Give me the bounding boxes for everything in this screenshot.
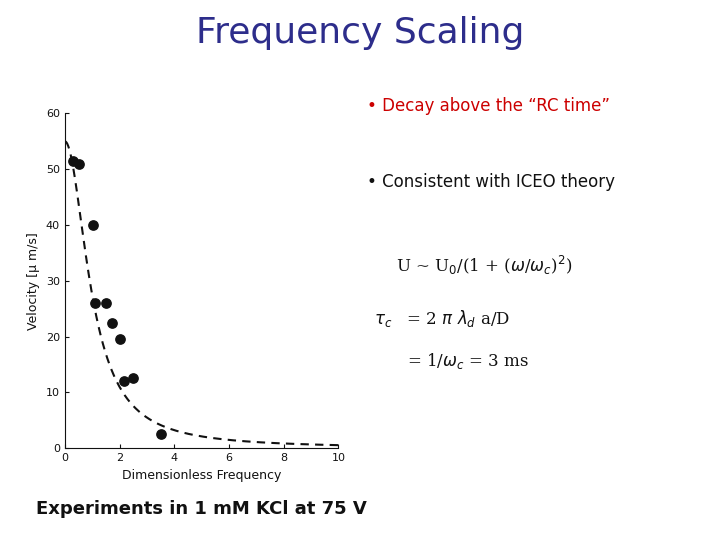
Text: • Decay above the “RC time”: • Decay above the “RC time” (367, 97, 611, 115)
Point (106, 318, 117, 327)
Point (127, 374, 138, 383)
Text: Experiments in 1 mM KCl at 75 V: Experiments in 1 mM KCl at 75 V (36, 501, 366, 518)
Point (67, 157, 78, 165)
Text: = 1/$\omega_c$ = 3 ms: = 1/$\omega_c$ = 3 ms (407, 351, 528, 371)
Text: U ~ U$_0$/(1 + ($\omega$/$\omega_c$)$^2$): U ~ U$_0$/(1 + ($\omega$/$\omega_c$)$^2$… (396, 254, 572, 277)
Point (73, 159, 85, 168)
Text: • Consistent with ICEO theory: • Consistent with ICEO theory (367, 173, 615, 191)
Point (100, 299, 112, 307)
Point (87, 221, 99, 230)
Text: Frequency Scaling: Frequency Scaling (196, 16, 524, 50)
Text: $\tau_c$   = 2 $\pi$ $\lambda_d$ a/D: $\tau_c$ = 2 $\pi$ $\lambda_d$ a/D (374, 308, 510, 329)
Point (119, 377, 130, 386)
Point (90, 299, 102, 307)
Y-axis label: Velocity [μ m/s]: Velocity [μ m/s] (27, 232, 40, 330)
X-axis label: Dimensionless Frequency: Dimensionless Frequency (122, 469, 282, 482)
Point (155, 430, 166, 438)
Point (114, 335, 125, 343)
